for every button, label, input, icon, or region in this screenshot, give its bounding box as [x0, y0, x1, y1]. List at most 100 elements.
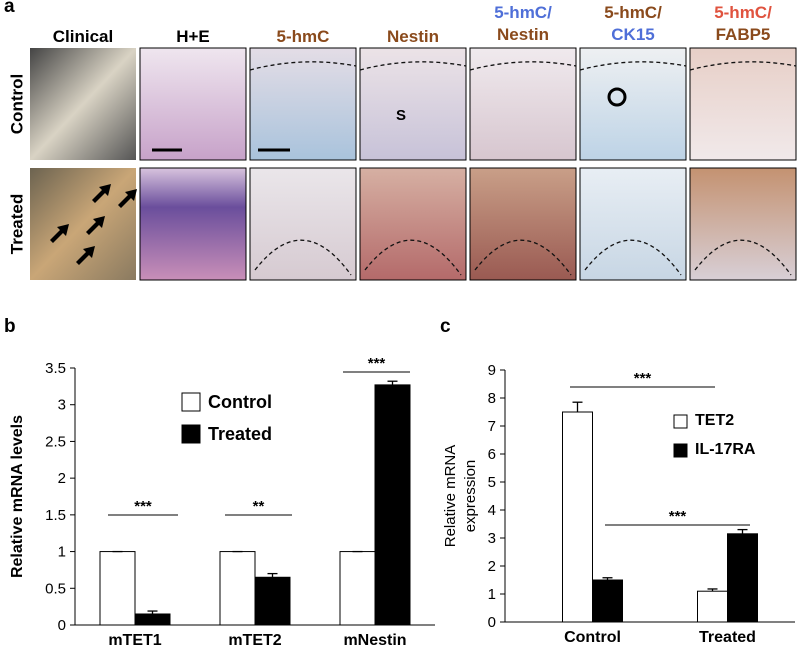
y-tick-label: 3.5 [45, 360, 66, 377]
column-header: Nestin [497, 25, 549, 44]
significance-label: *** [634, 370, 652, 387]
bar [339, 551, 376, 626]
arrow [86, 216, 105, 235]
epidermis-border [584, 239, 682, 276]
arrow [92, 184, 111, 203]
micrograph [249, 47, 357, 161]
error-bar [602, 577, 613, 580]
micrograph [249, 167, 357, 281]
column-header: FABP5 [716, 25, 771, 44]
micrograph [139, 47, 247, 161]
epidermis-border [474, 239, 572, 276]
structure-label: S [396, 107, 406, 124]
y-tick-label: 7 [488, 418, 496, 435]
column-header: 5-hmC [277, 27, 330, 46]
legend-label: TET2 [695, 412, 734, 429]
error-bar [267, 572, 278, 578]
column-header: Clinical [53, 27, 113, 46]
legend-label: Control [208, 392, 272, 412]
micrograph [579, 167, 687, 281]
error-bar [572, 401, 583, 412]
micrograph [30, 48, 136, 160]
bar [99, 551, 136, 626]
micrograph [689, 47, 797, 161]
bar [592, 579, 623, 623]
image-grid: Clinical H+E 5-hmC Nestin 5-hmC/Nestin 5-hmC/… [7, 3, 797, 281]
y-tick-label: 6 [488, 446, 496, 463]
significance-label: ** [253, 498, 265, 515]
column-header: 5-hmC/ [604, 3, 662, 22]
panel-label: c [440, 316, 451, 337]
bar [254, 576, 291, 626]
y-tick-label: 1 [58, 544, 66, 561]
micrograph [689, 167, 797, 281]
panel-label: b [4, 316, 16, 337]
legend-label: IL-17RA [695, 441, 756, 458]
y-tick-label: 2.5 [45, 433, 66, 450]
y-tick-label: 8 [488, 390, 496, 407]
bar [727, 533, 758, 623]
y-tick-label: 4 [488, 502, 496, 519]
column-header: CK15 [611, 25, 654, 44]
micrograph [469, 167, 577, 281]
x-tick-label: Treated [699, 629, 756, 646]
significance-label: *** [134, 498, 152, 515]
y-tick-label: 0 [488, 614, 496, 631]
error-bar [737, 528, 748, 534]
y-tick-label: 9 [488, 362, 496, 379]
micrograph [579, 47, 687, 161]
significance-label: *** [669, 508, 687, 525]
y-tick-label: 0 [58, 617, 66, 634]
y-tick-label: 1 [488, 586, 496, 603]
bar [562, 411, 593, 623]
bar [134, 613, 171, 626]
x-tick-label: Control [564, 629, 621, 646]
legend-swatch [673, 414, 688, 429]
arrow [50, 224, 69, 243]
significance-label: *** [368, 355, 386, 372]
y-axis-label: Relative mRNA [442, 445, 459, 548]
x-tick-label: mNestin [343, 632, 406, 649]
micrograph [139, 167, 247, 281]
column-header: Nestin [387, 27, 439, 46]
legend-swatch [181, 392, 201, 412]
column-header: 5-hmC/ [494, 3, 552, 22]
bar [374, 384, 411, 626]
y-tick-label: 5 [488, 474, 496, 491]
micrograph [30, 168, 136, 280]
column-header: H+E [176, 27, 210, 46]
y-axis-label: Relative mRNA levels [9, 415, 26, 578]
column-header: 5-hmC/ [714, 3, 772, 22]
bar [219, 551, 256, 626]
marker-circle [607, 87, 627, 107]
x-tick-label: mTET1 [108, 632, 161, 649]
legend-swatch [673, 443, 688, 458]
x-tick-label: mTET2 [228, 632, 281, 649]
legend-label: Treated [208, 424, 272, 444]
error-bar [147, 610, 158, 614]
arrow [76, 246, 95, 265]
arrow [118, 189, 137, 208]
error-bar [707, 588, 718, 592]
error-bar [387, 380, 398, 385]
epidermis-border [254, 239, 352, 276]
y-tick-label: 3 [488, 530, 496, 547]
y-tick-label: 2 [488, 558, 496, 575]
epidermis-border [694, 239, 792, 276]
micrograph [469, 47, 577, 161]
y-axis-label: expression [462, 460, 479, 533]
y-tick-label: 2 [58, 470, 66, 487]
epidermis-border [364, 239, 462, 276]
bar [697, 590, 728, 623]
micrograph [359, 167, 467, 281]
legend-swatch [181, 424, 201, 444]
row-label: Control [7, 74, 26, 134]
y-tick-label: 3 [58, 397, 66, 414]
row-label: Treated [7, 194, 26, 254]
charts: b Relative mRNA levels 0 0.5 1 1.5 2 2.5 3 3.5 mTE… [4, 316, 795, 649]
y-tick-label: 0.5 [45, 580, 66, 597]
y-tick-label: 1.5 [45, 507, 66, 524]
micrograph [359, 47, 467, 161]
panel-label: a [4, 0, 15, 17]
